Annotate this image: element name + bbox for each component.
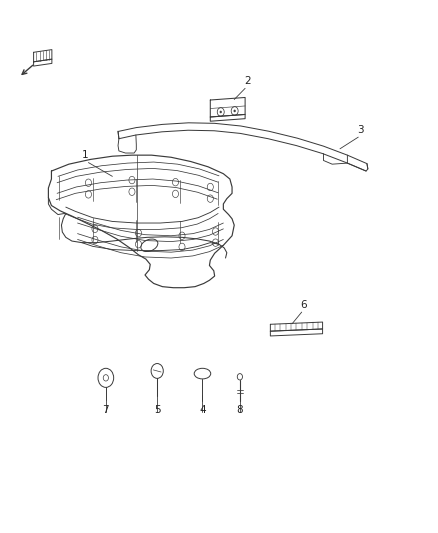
Text: 7: 7	[102, 405, 109, 415]
Text: 1: 1	[82, 150, 89, 160]
Text: 4: 4	[199, 405, 206, 415]
Text: 8: 8	[237, 405, 243, 415]
Circle shape	[220, 111, 222, 113]
Text: 6: 6	[300, 300, 307, 310]
Circle shape	[234, 110, 236, 112]
Text: 3: 3	[357, 125, 364, 135]
Text: 2: 2	[244, 76, 251, 86]
Text: 5: 5	[154, 405, 160, 415]
